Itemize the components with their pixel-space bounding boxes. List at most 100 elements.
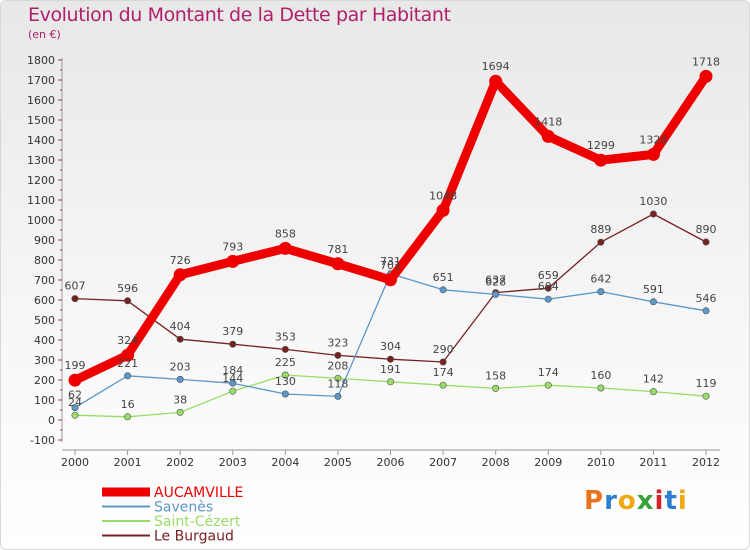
y-tick-label: 1700	[27, 74, 55, 87]
data-label: 290	[433, 343, 454, 356]
data-point	[386, 355, 394, 363]
data-point	[281, 371, 289, 379]
data-label: 118	[327, 377, 348, 390]
x-tick-label: 2009	[534, 456, 562, 469]
data-point	[439, 358, 447, 366]
data-label: 596	[117, 282, 138, 295]
logo-letter: o	[617, 486, 637, 516]
data-label: 637	[485, 274, 506, 287]
data-label: 225	[275, 356, 296, 369]
data-label: 659	[538, 269, 559, 282]
data-label: 191	[380, 363, 401, 376]
y-tick-label: 600	[34, 294, 55, 307]
data-point	[173, 268, 187, 282]
data-label: 731	[380, 255, 401, 268]
data-point	[334, 351, 342, 359]
data-point	[541, 129, 555, 143]
y-tick-label: 1600	[27, 94, 55, 107]
proxiti-logo: Proxiti	[584, 486, 688, 516]
data-point	[646, 147, 660, 161]
chart-axes: -100 0 100 200 300 400 500 600 700 800 900 1000 1100…	[27, 54, 720, 469]
data-point	[702, 392, 710, 400]
data-label: 1718	[692, 55, 720, 68]
chart-title: Evolution du Montant de la Dette par Hab…	[28, 4, 451, 26]
y-tick-label: 900	[34, 234, 55, 247]
x-tick-label: 2005	[324, 456, 352, 469]
data-label: 628	[485, 275, 506, 288]
data-label: 1418	[534, 115, 562, 128]
y-tick-label: 1100	[27, 194, 55, 207]
data-point	[71, 295, 79, 303]
legend-label: AUCAMVILLE	[154, 485, 243, 501]
data-label: 591	[643, 283, 664, 296]
data-label: 144	[222, 372, 243, 385]
data-label: 24	[68, 396, 82, 409]
data-point	[226, 254, 240, 268]
x-tick-label: 2010	[587, 456, 615, 469]
y-tick-label: -100	[30, 434, 55, 447]
data-label: 304	[380, 340, 401, 353]
data-label: 781	[327, 243, 348, 256]
y-tick-label: 500	[34, 314, 55, 327]
data-label: 1030	[639, 195, 667, 208]
data-label: 119	[696, 377, 717, 390]
data-label: 1299	[587, 139, 615, 152]
data-point	[176, 408, 184, 416]
data-point	[384, 273, 397, 287]
x-tick-label: 2000	[61, 456, 89, 469]
data-label: 858	[275, 227, 296, 240]
data-point	[121, 348, 135, 362]
data-point	[229, 379, 237, 387]
data-label: 38	[173, 393, 187, 406]
data-label: 203	[170, 360, 191, 373]
y-tick-label: 1200	[27, 174, 55, 187]
data-point	[281, 390, 289, 398]
x-tick-label: 2012	[692, 456, 720, 469]
data-point	[492, 290, 500, 298]
series-line-aucamville	[70, 71, 711, 385]
data-label: 793	[222, 240, 243, 253]
x-tick-label: 2002	[166, 456, 194, 469]
data-point	[124, 413, 132, 421]
y-tick-label: 1300	[27, 154, 55, 167]
data-label: 701	[380, 259, 401, 272]
data-point	[71, 404, 79, 412]
data-label: 324	[117, 334, 138, 347]
data-label: 726	[170, 254, 191, 267]
x-tick-label: 2003	[219, 456, 247, 469]
data-point	[229, 340, 237, 348]
data-label: 642	[590, 273, 611, 286]
y-tick-label: 800	[34, 254, 55, 267]
data-label: 184	[222, 364, 243, 377]
data-point	[176, 375, 184, 383]
logo-letter: i	[677, 486, 688, 516]
y-tick-label: 1400	[27, 134, 55, 147]
data-label: 1048	[429, 189, 457, 202]
y-tick-label: 400	[34, 334, 55, 347]
data-label: 208	[327, 359, 348, 372]
data-label: 1694	[482, 60, 510, 73]
data-point	[649, 210, 657, 218]
x-tick-label: 2008	[482, 456, 510, 469]
data-point	[594, 153, 608, 167]
data-label: 174	[433, 366, 454, 379]
data-label: 130	[275, 375, 296, 388]
data-point	[439, 286, 447, 294]
data-point	[124, 372, 132, 380]
data-label: 221	[117, 357, 138, 370]
series-layer	[68, 69, 713, 421]
y-tick-label: 1000	[27, 214, 55, 227]
data-label: 16	[121, 398, 135, 411]
data-point	[68, 373, 82, 387]
legend-label: Saint-Cézert	[154, 514, 241, 530]
data-point	[281, 345, 289, 353]
data-point	[334, 374, 342, 382]
x-tick-label: 2011	[639, 456, 667, 469]
data-point	[544, 284, 552, 292]
data-point	[386, 378, 394, 386]
data-label: 1328	[639, 133, 667, 146]
data-label: 889	[590, 223, 611, 236]
data-label: 353	[275, 330, 296, 343]
